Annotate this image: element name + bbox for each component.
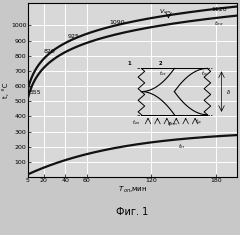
Text: 925: 925 [68,34,80,39]
Text: $t_н$: $t_н$ [178,142,185,151]
Y-axis label: t, °C: t, °C [3,82,10,98]
Text: 1120: 1120 [211,7,227,12]
Text: Фиг. 1: Фиг. 1 [116,207,149,217]
Text: $V_{cm}$: $V_{cm}$ [159,7,172,16]
Text: 1090: 1090 [109,20,125,25]
Text: 820: 820 [43,49,55,54]
X-axis label: $T_{\,оп}$,мин: $T_{\,оп}$,мин [118,185,147,195]
Text: $t_{ex}$: $t_{ex}$ [214,19,224,28]
Text: 555: 555 [30,90,42,95]
